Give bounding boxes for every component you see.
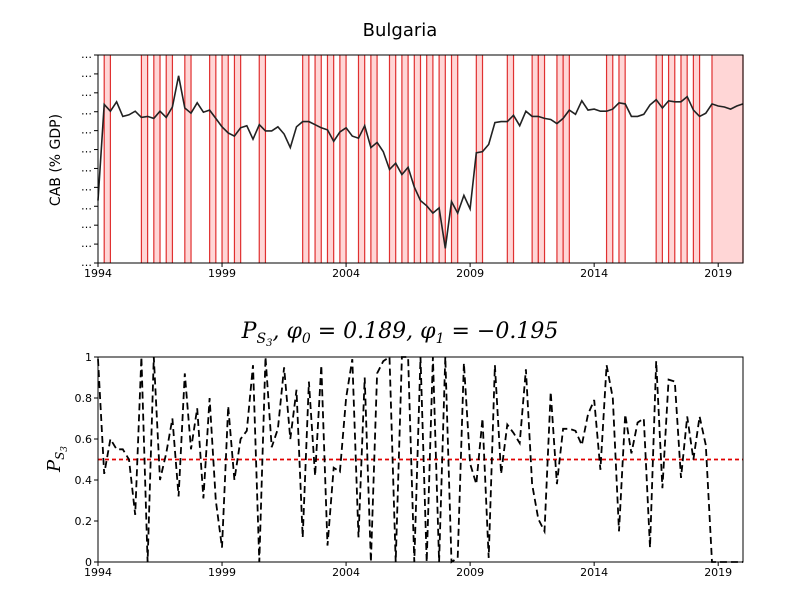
title-phi1-val: = −0.195: [444, 319, 558, 344]
shaded-period-24: [538, 55, 545, 263]
top-y-tick-label-10: …: [81, 237, 92, 250]
shaded-period-2: [153, 55, 161, 263]
bottom-y-tick-label-2: 0.4: [75, 474, 93, 487]
title-phi0-val: = 0.189, φ: [311, 319, 436, 344]
shaded-period-19: [439, 55, 446, 263]
bottom-x-tick-label-3: 2009: [456, 566, 484, 579]
shaded-period-33: [711, 55, 743, 263]
bottom-x-tick-label-0: 1994: [84, 566, 112, 579]
top-y-tick-label-4: …: [81, 124, 92, 137]
bottom-x-tick-label-4: 2014: [580, 566, 608, 579]
ylabel-subsub-3: 3: [60, 446, 70, 452]
top-y-tick-label-6: …: [81, 161, 92, 174]
bottom-chart-y-ticks: 0 0.2 0.4 0.6 0.8 1: [75, 351, 98, 569]
top-x-tick-label-4: 2014: [580, 267, 608, 280]
shaded-period-18: [426, 55, 433, 263]
ylabel-sub-s: S: [53, 452, 67, 460]
bottom-y-tick-label-0: 0: [85, 556, 92, 569]
shaded-period-31: [680, 55, 688, 263]
top-y-tick-label-2: …: [81, 86, 92, 99]
shaded-period-12: [339, 55, 347, 263]
title-rest: , φ: [272, 319, 302, 344]
shaded-period-20: [451, 55, 458, 263]
top-chart-series-line: [97, 75, 744, 249]
bottom-x-tick-label-2: 2004: [332, 566, 360, 579]
shaded-period-13: [358, 55, 365, 263]
shaded-period-25: [556, 55, 564, 263]
bottom-y-tick-label-4: 0.8: [75, 392, 93, 405]
shaded-period-1: [141, 55, 148, 263]
shaded-period-22: [507, 55, 514, 263]
shaded-period-8: [259, 55, 266, 263]
top-x-tick-label-3: 2009: [456, 267, 484, 280]
top-chart-x-ticks: 1994 1999 2004 2009 2014 2019: [84, 263, 732, 280]
bottom-chart-ylabel: PS3: [44, 446, 70, 473]
bottom-chart-x-ticks: 1994 1999 2004 2009 2014 2019: [84, 562, 732, 579]
top-x-tick-label-1: 1999: [208, 267, 236, 280]
bottom-x-tick-label-5: 2019: [704, 566, 732, 579]
title-sub-s: S: [256, 331, 266, 347]
top-x-tick-label-0: 1994: [84, 267, 112, 280]
shaded-period-23: [532, 55, 539, 263]
bottom-y-tick-label-1: 0.2: [75, 515, 93, 528]
title-phi1-sub: 1: [436, 331, 445, 347]
top-x-tick-label-2: 2004: [332, 267, 360, 280]
shaded-period-0: [104, 55, 111, 263]
top-y-tick-label-7: …: [81, 180, 92, 193]
top-x-tick-label-5: 2019: [704, 267, 732, 280]
shaded-period-6: [222, 55, 229, 263]
shaded-period-29: [656, 55, 663, 263]
bottom-y-tick-label-5: 1: [85, 351, 92, 364]
shaded-period-21: [476, 55, 483, 263]
top-y-tick-label-0: …: [81, 48, 92, 61]
title-p: P: [241, 319, 258, 344]
shaded-period-10: [315, 55, 322, 263]
shaded-period-30: [668, 55, 675, 263]
top-y-tick-label-11: …: [81, 256, 92, 269]
shaded-period-4: [184, 55, 192, 263]
top-chart-ylabel: CAB (% GDP): [48, 114, 64, 206]
top-chart-title: Bulgaria: [363, 20, 438, 41]
top-y-tick-label-1: …: [81, 67, 92, 80]
bottom-chart-frame: [97, 356, 744, 563]
shaded-period-5: [209, 55, 216, 263]
bottom-y-tick-label-3: 0.6: [75, 433, 93, 446]
shaded-period-16: [401, 55, 409, 263]
top-chart-frame: [97, 54, 744, 264]
shaded-period-15: [389, 55, 396, 263]
shaded-period-11: [327, 55, 334, 263]
top-chart-y-ticks: … … … … … … … … … … … …: [81, 48, 98, 269]
shaded-period-27: [606, 55, 613, 263]
top-chart-shaded-periods: [103, 55, 744, 263]
top-y-tick-label-9: …: [81, 218, 92, 231]
title-phi0-sub: 0: [302, 331, 311, 347]
shaded-period-14: [370, 55, 378, 263]
bottom-x-tick-label-1: 1999: [208, 566, 236, 579]
top-y-tick-label-3: …: [81, 105, 92, 118]
shaded-period-17: [414, 55, 421, 263]
shaded-period-3: [166, 55, 173, 263]
title-subsub-3: 3: [266, 338, 272, 349]
shaded-period-28: [618, 55, 626, 263]
shaded-period-9: [302, 55, 309, 263]
ylabel-p: P: [44, 459, 65, 473]
shaded-period-7: [234, 55, 241, 263]
shaded-period-32: [693, 55, 700, 263]
bottom-chart-title: PS3, φ0 = 0.189, φ1 = −0.195: [241, 319, 559, 349]
shaded-period-26: [563, 55, 570, 263]
top-y-tick-label-8: …: [81, 199, 92, 212]
top-y-tick-label-5: …: [81, 143, 92, 156]
